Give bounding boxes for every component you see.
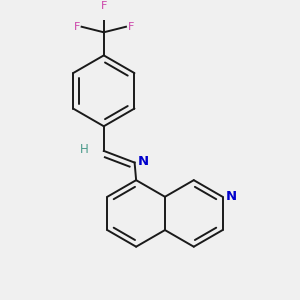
Text: F: F — [74, 22, 80, 32]
Text: N: N — [138, 155, 149, 169]
Text: F: F — [100, 1, 107, 11]
Text: H: H — [80, 143, 89, 156]
Text: F: F — [128, 22, 134, 32]
Text: N: N — [226, 190, 237, 203]
